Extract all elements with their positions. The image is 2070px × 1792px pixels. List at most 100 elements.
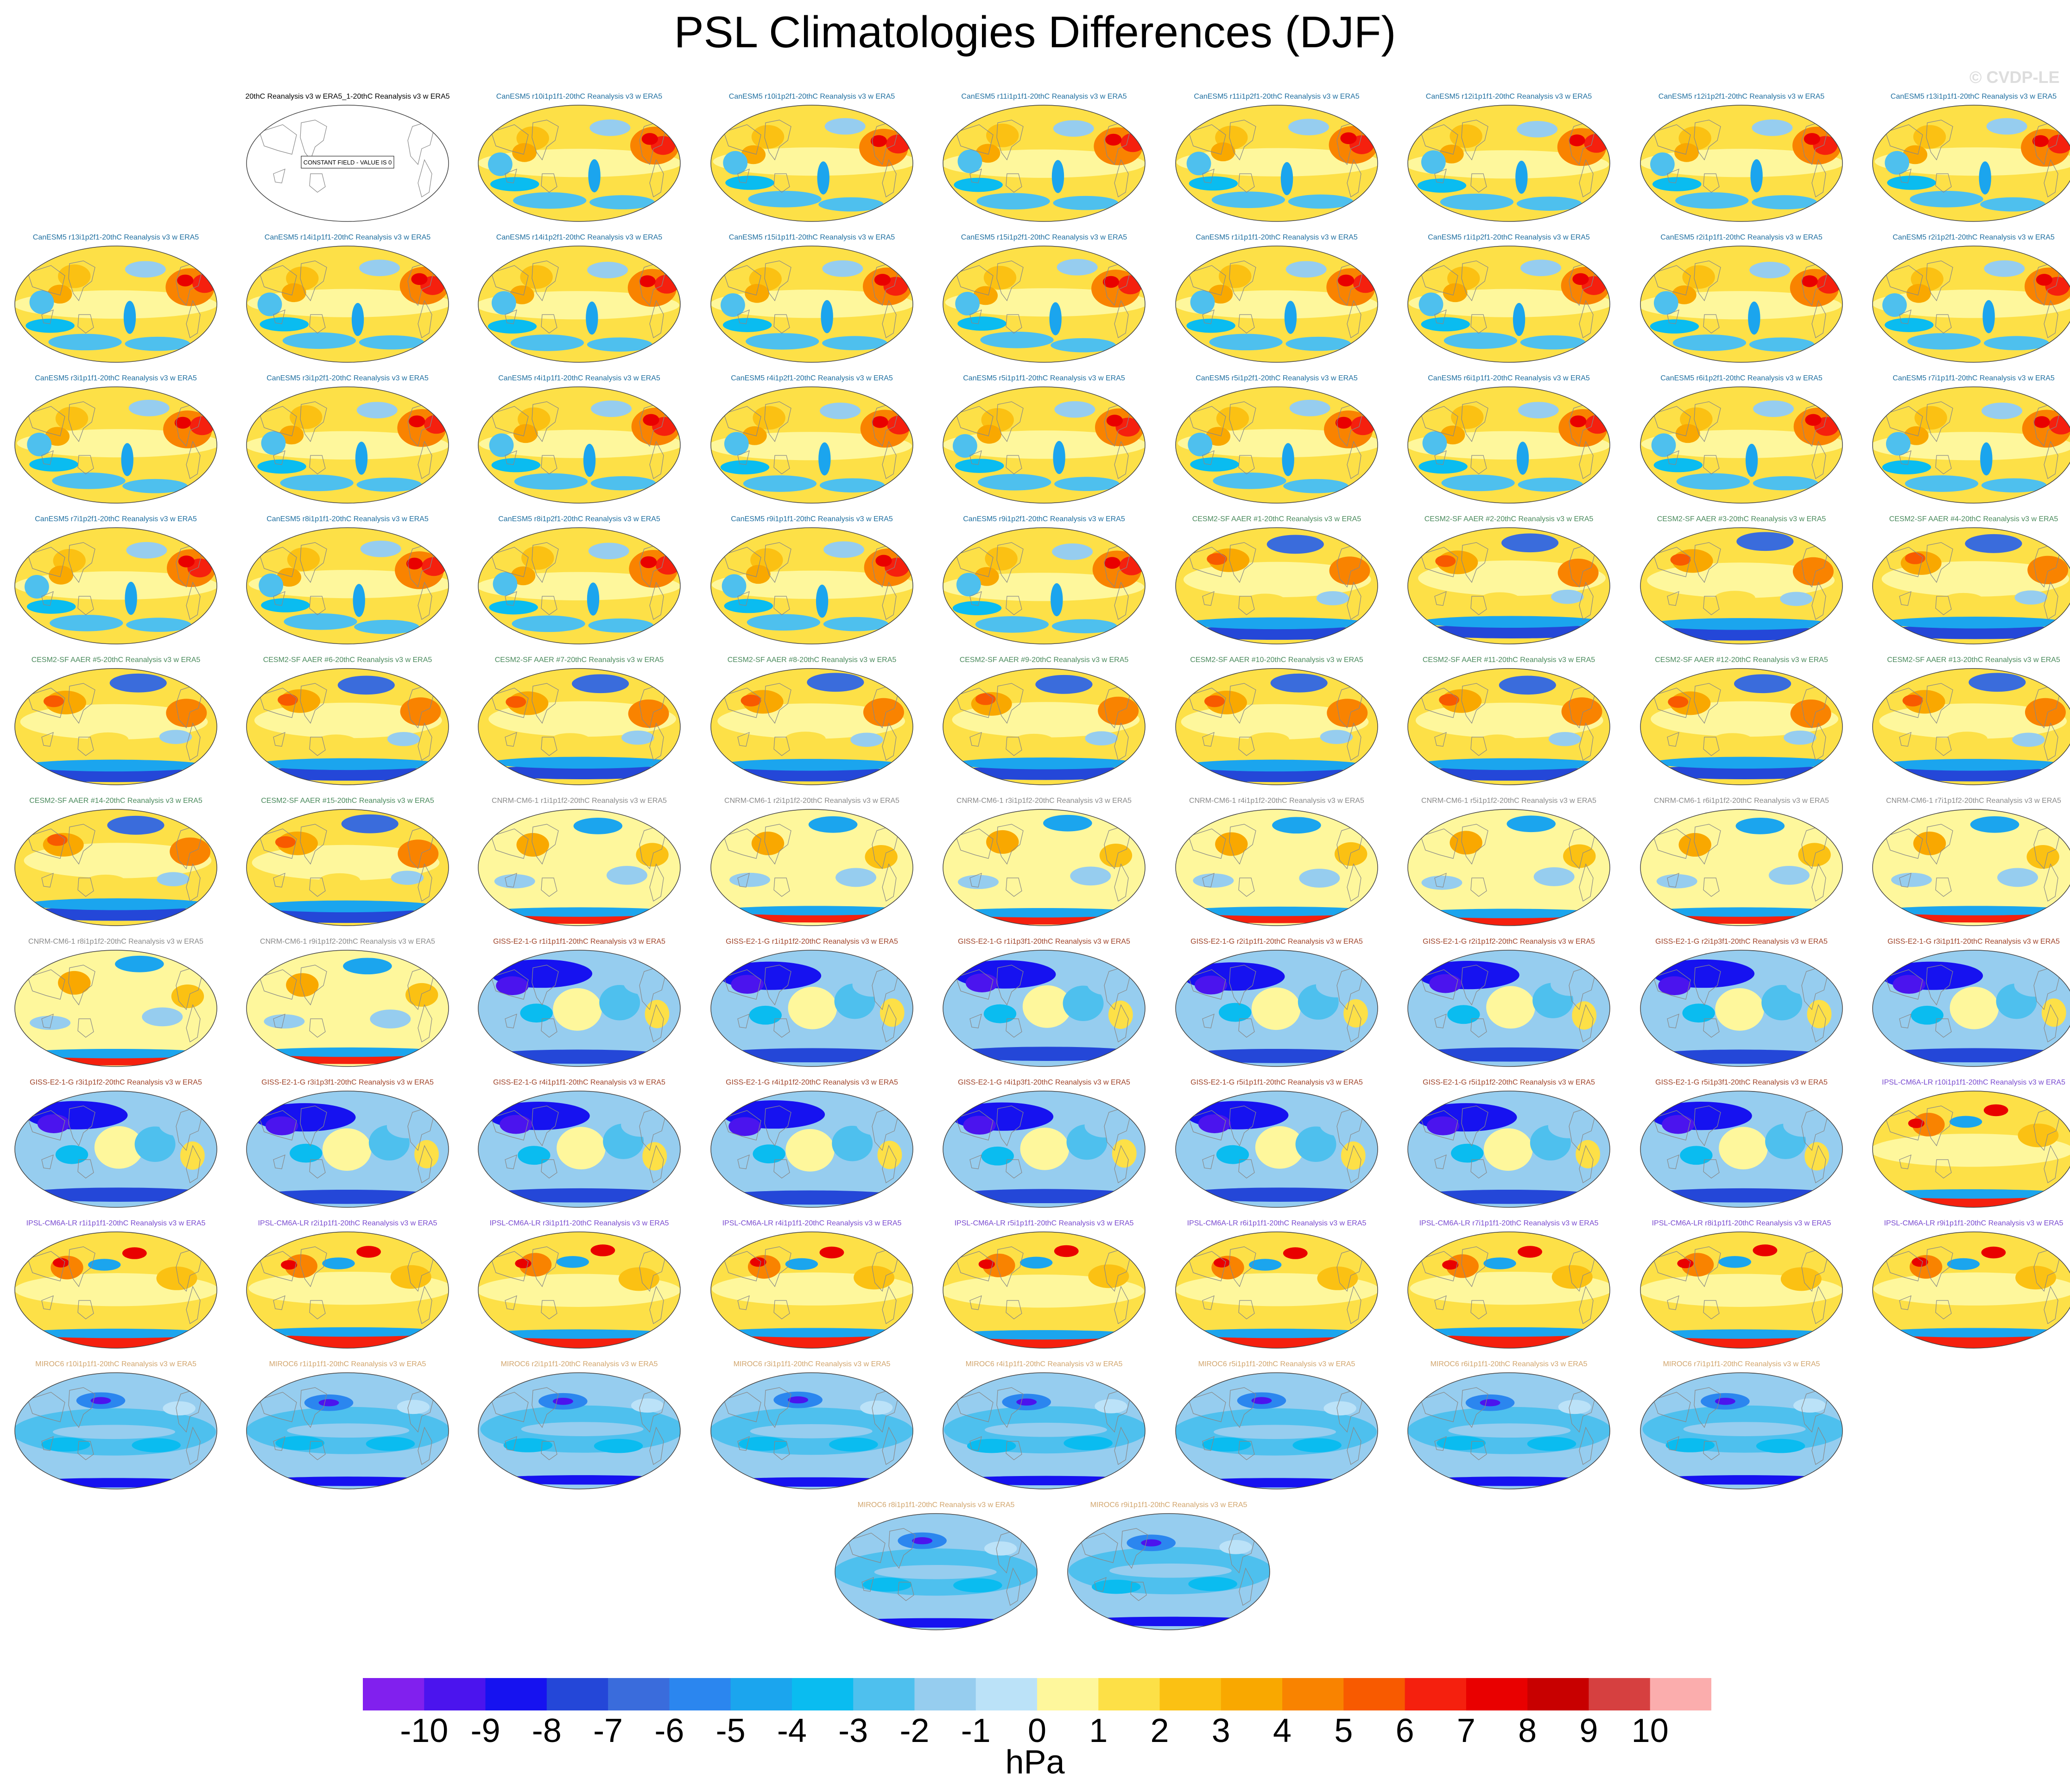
psl-difference-map — [710, 1372, 913, 1489]
psl-difference-map — [14, 1231, 217, 1349]
coastline — [969, 1436, 982, 1451]
psl-difference-map — [14, 1372, 217, 1489]
field-anomaly — [746, 333, 819, 350]
coastline — [1694, 401, 1721, 442]
coastline — [2044, 159, 2058, 197]
field-anomaly — [397, 1400, 430, 1414]
coastline — [723, 969, 761, 1000]
colorbar — [363, 1678, 1711, 1710]
field-anomaly — [573, 817, 623, 834]
map-border — [1640, 105, 1843, 222]
map-border — [1175, 386, 1378, 504]
coastline — [1653, 406, 1691, 436]
field-anomaly — [43, 695, 64, 707]
field-anomaly — [1905, 475, 1979, 492]
field-anomaly — [1653, 291, 1678, 315]
field-anomaly — [1715, 1398, 1735, 1405]
field-anomaly — [281, 1260, 298, 1270]
coastline — [2044, 722, 2058, 761]
coastline — [996, 824, 1024, 865]
coastline — [1006, 1018, 1022, 1038]
coastline — [1935, 173, 1952, 193]
field-anomaly — [1429, 974, 1462, 993]
coastline — [1667, 309, 1679, 324]
coastline — [764, 401, 791, 442]
psl-difference-map — [943, 246, 1146, 363]
field-anomaly — [1335, 842, 1367, 866]
page-title: PSL Climatologies Differences (DJF) — [674, 7, 1396, 57]
field-anomaly — [1756, 1439, 1805, 1453]
field-anomaly — [591, 400, 632, 417]
field-anomaly — [751, 831, 785, 855]
panel-title: MIROC6 r8i1p1f1-20thC Reanalysis v3 w ER… — [857, 1501, 1015, 1509]
psl-difference-map — [478, 527, 681, 644]
field-anomaly — [821, 300, 833, 334]
psl-difference-map — [1407, 1372, 1610, 1489]
coastline — [956, 969, 994, 1000]
field-anomaly — [55, 1145, 89, 1164]
coastline — [505, 309, 517, 324]
field-anomaly — [1885, 151, 1910, 175]
coastline — [1703, 596, 1720, 615]
field-anomaly — [30, 1016, 71, 1030]
coastline — [737, 309, 750, 324]
map-panel: 20thC Reanalysis v3 w ERA5_1-20thC Reana… — [232, 93, 463, 232]
coastline — [1006, 314, 1022, 334]
psl-difference-map — [943, 668, 1146, 785]
field-anomaly — [478, 1049, 680, 1064]
coastline — [764, 1387, 791, 1428]
coastline — [1579, 1426, 1594, 1465]
coastline — [996, 965, 1024, 1006]
coastline — [541, 1159, 557, 1179]
field-anomaly — [1517, 120, 1558, 138]
field-anomaly — [556, 1256, 589, 1268]
field-anomaly — [1219, 1540, 1252, 1554]
field-anomaly — [1483, 1128, 1533, 1171]
field-anomaly — [359, 335, 424, 350]
map-panel: CanESM5 r10i1p1f1-20thC Reanalysis v3 w … — [463, 93, 695, 232]
coastline — [259, 828, 297, 859]
coastline — [541, 1018, 557, 1038]
coastline — [68, 683, 95, 724]
field-anomaly — [1982, 300, 1995, 334]
coastline — [259, 1110, 297, 1141]
coastline — [1006, 1300, 1022, 1319]
map-panel: CESM2-SF AAER #14-20thC Reanalysis v3 w … — [0, 797, 232, 936]
coastline — [723, 688, 761, 718]
coastline — [1006, 1441, 1022, 1460]
field-anomaly — [1644, 907, 1840, 917]
field-anomaly — [1019, 1256, 1053, 1269]
coastline — [309, 1300, 326, 1319]
coastline — [1188, 124, 1226, 155]
field-anomaly — [1194, 975, 1228, 995]
panel-title: MIROC6 r4i1p1f1-20thC Reanalysis v3 w ER… — [965, 1360, 1123, 1368]
field-anomaly — [1734, 674, 1791, 694]
field-anomaly — [1551, 589, 1584, 604]
field-anomaly — [955, 291, 980, 315]
panel-title: GISS-E2-1-G r1i1p1f2-20thC Reanalysis v3… — [726, 938, 898, 946]
field-anomaly — [1272, 817, 1321, 834]
coastline — [1653, 828, 1691, 859]
coastline — [773, 737, 790, 756]
coastline — [1667, 169, 1679, 183]
field-anomaly — [711, 1190, 912, 1205]
coastline — [77, 1159, 94, 1179]
coastline — [649, 863, 664, 902]
field-anomaly — [640, 556, 657, 568]
coastline — [300, 824, 327, 865]
field-anomaly — [820, 402, 861, 419]
field-anomaly — [286, 973, 319, 997]
psl-difference-map — [1872, 386, 2070, 504]
field-anomaly — [720, 460, 770, 474]
field-anomaly — [954, 757, 1138, 770]
coastline — [77, 1018, 94, 1038]
field-anomaly — [17, 1048, 213, 1059]
coastline — [1202, 450, 1215, 465]
field-anomaly — [1266, 535, 1324, 554]
panel-title: CanESM5 r11i1p2f1-20thC Reanalysis v3 w … — [1194, 93, 1360, 101]
field-anomaly — [318, 1399, 339, 1407]
field-anomaly — [1188, 1577, 1237, 1591]
psl-difference-map — [1640, 809, 1843, 926]
field-anomaly — [1675, 424, 1700, 443]
coastline — [1926, 824, 1953, 865]
